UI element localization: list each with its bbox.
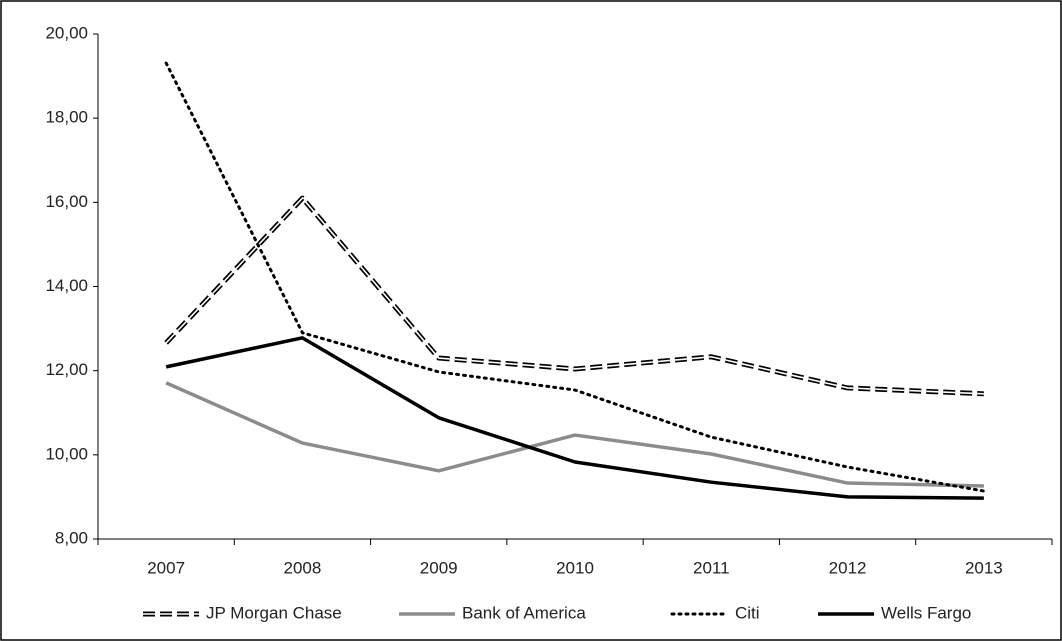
series-line <box>164 61 986 493</box>
y-tick-label: 20,00 <box>45 23 88 42</box>
x-tick-label: 2007 <box>147 558 185 577</box>
x-tick-label: 2013 <box>965 558 1003 577</box>
y-tick-label: 8,00 <box>55 528 88 547</box>
x-tick-label: 2011 <box>693 558 730 577</box>
y-tick-label: 16,00 <box>45 192 88 211</box>
y-tick-label: 10,00 <box>45 444 88 463</box>
x-tick-label: 2012 <box>829 558 867 577</box>
legend-label: Wells Fargo <box>881 603 971 622</box>
x-tick-label: 2010 <box>556 558 594 577</box>
series-line-inner <box>165 196 984 395</box>
y-tick-label: 12,00 <box>45 360 88 379</box>
x-tick-label: 2009 <box>420 558 458 577</box>
legend-label: Citi <box>735 603 760 622</box>
legend-label: Bank of America <box>462 603 586 622</box>
y-tick-label: 18,00 <box>45 108 88 127</box>
legend-label: JP Morgan Chase <box>206 603 342 622</box>
series-line <box>165 336 984 500</box>
x-tick-label: 2008 <box>284 558 322 577</box>
y-tick-label: 14,00 <box>45 276 88 295</box>
series-line <box>165 381 984 488</box>
